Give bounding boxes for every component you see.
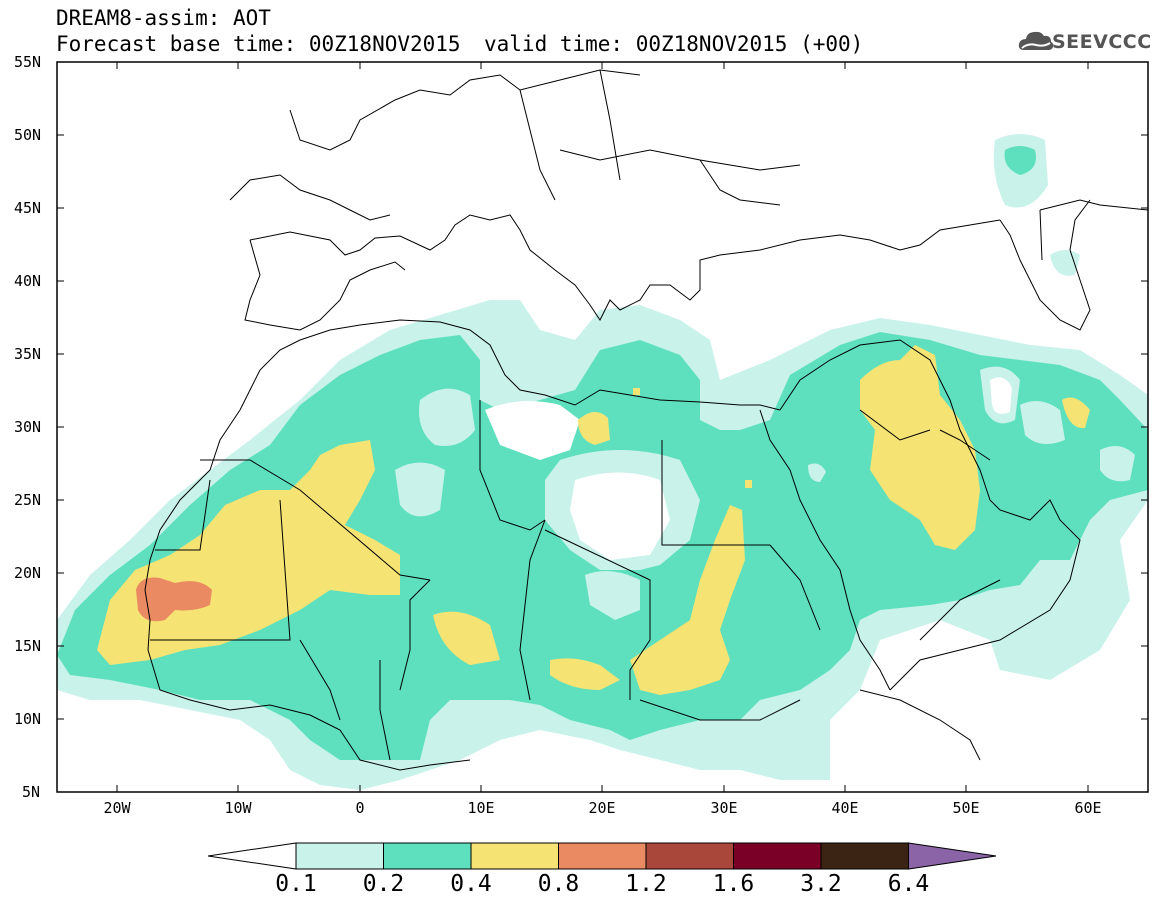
colorbar-bin-3 — [470, 842, 559, 870]
forecast-base-time: Forecast base time: 00Z18NOV2015 — [56, 32, 461, 56]
coastlines — [144, 69, 1148, 771]
lat-label-10n: 10N — [14, 710, 42, 728]
lat-label-30n: 30N — [14, 418, 42, 436]
colorbar-bin-4 — [558, 842, 647, 870]
lat-label-20n: 20N — [14, 564, 42, 582]
colorbar-lower-arrow — [207, 842, 297, 870]
lat-label-40n: 40N — [14, 272, 42, 290]
colorbar-label: 3.2 — [800, 871, 842, 897]
colorbar-label: 6.4 — [887, 871, 930, 897]
lon-label-40e: 40E — [831, 799, 859, 817]
lon-label-10w: 10W — [224, 799, 252, 817]
lat-label-15n: 15N — [14, 637, 42, 655]
aot-contours — [57, 134, 1148, 790]
colorbar-label: 0.4 — [450, 871, 492, 897]
lat-label-5n: 5N — [22, 783, 41, 801]
seevccc-logo: SEEVCCC — [1052, 31, 1152, 53]
colorbar-label: 0.2 — [362, 871, 405, 897]
lat-label-35n: 35N — [14, 345, 42, 363]
colorbar-bin-6 — [733, 842, 822, 870]
colorbar-upper-arrow — [908, 842, 997, 870]
colorbar-bin-5 — [645, 842, 734, 870]
lon-label-30e: 30E — [710, 799, 738, 817]
lon-label-60e: 60E — [1074, 799, 1102, 817]
lat-label-25n: 25N — [14, 491, 42, 509]
colorbar-label: 0.8 — [537, 871, 580, 897]
lon-label-0: 0 — [355, 799, 365, 817]
colorbar-bin-7 — [820, 842, 909, 870]
cloud-icon — [1018, 31, 1054, 50]
lat-label-50n: 50N — [14, 126, 42, 144]
lon-label-10e: 10E — [467, 799, 495, 817]
axis-ticks — [57, 61, 1148, 792]
valid-time: valid time: 00Z18NOV2015 (+00) — [484, 32, 864, 56]
map-title: DREAM8-assim: AOT — [56, 6, 271, 30]
lat-label-45n: 45N — [14, 199, 42, 217]
lat-label-55n: 55N — [14, 53, 42, 71]
lon-label-50e: 50E — [952, 799, 980, 817]
colorbar-label: 0.1 — [275, 871, 317, 897]
lon-label-20e: 20E — [588, 799, 616, 817]
colorbar-bin-1 — [295, 842, 384, 870]
colorbar-label: 1.2 — [625, 871, 667, 897]
colorbar-label: 1.6 — [712, 871, 755, 897]
colorbar — [207, 842, 997, 870]
colorbar-bin-2 — [383, 842, 472, 870]
lon-label-20w: 20W — [103, 799, 131, 817]
